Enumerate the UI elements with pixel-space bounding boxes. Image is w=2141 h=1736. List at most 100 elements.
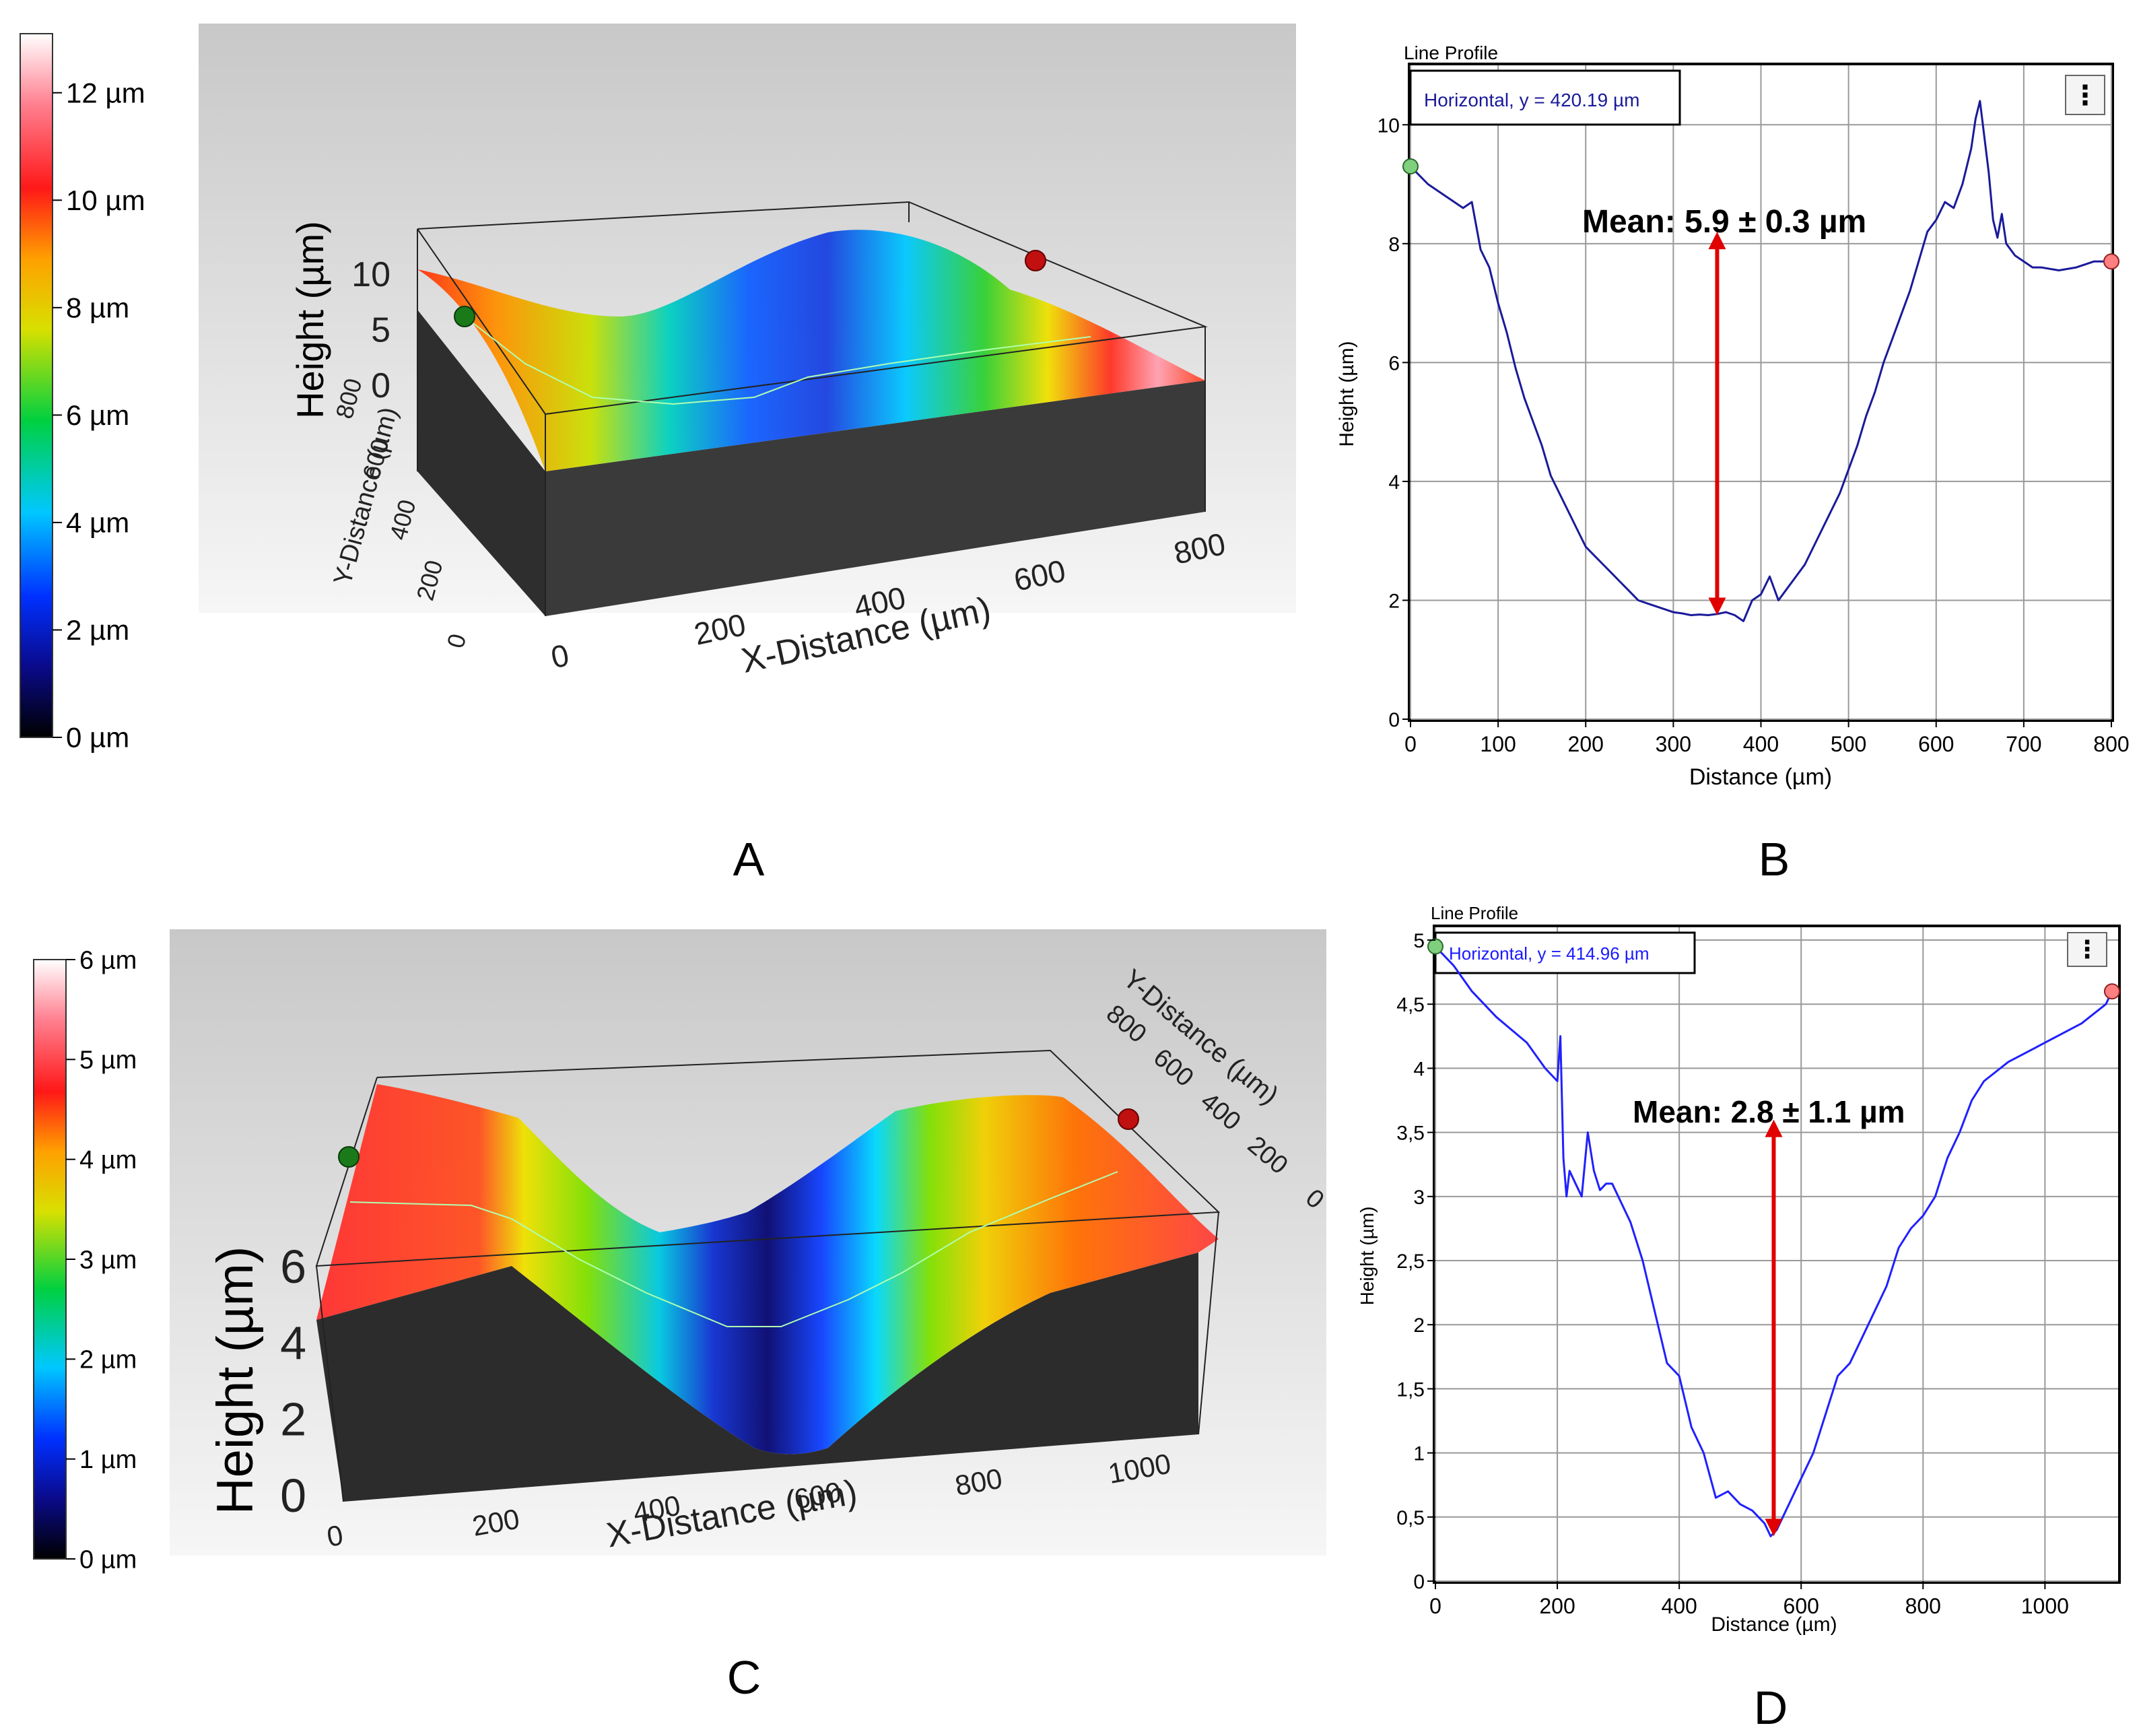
y-tick-label: 3 <box>1413 1187 1425 1209</box>
colorbar-tick-label: 0 µm <box>66 722 129 754</box>
axis-tick-label: 0 <box>371 366 390 405</box>
colorbar-a <box>20 33 53 738</box>
profile-series-line <box>1409 100 2111 622</box>
start-marker-a <box>454 306 475 327</box>
axis-tick-label: 0 <box>280 1469 306 1522</box>
y-tick-label: 6 <box>1388 352 1400 374</box>
end-marker-a <box>1025 250 1046 271</box>
y-tick-label: 4 <box>1388 471 1400 494</box>
surface-c-front-wall <box>316 1253 1198 1502</box>
colorbar-tick-label: 0 µm <box>79 1545 137 1574</box>
y-tick-label: 4 <box>1413 1058 1425 1080</box>
y-tick-label: 0,5 <box>1396 1507 1425 1529</box>
arrow-head-bottom <box>1708 597 1726 615</box>
mean-arrow-b <box>1708 232 1726 615</box>
colorbar-tick-label: 6 µm <box>79 946 137 974</box>
plot-frame-d <box>1433 925 2121 1584</box>
y-tick-label: 2 <box>1413 1314 1425 1337</box>
x-tick-label: 400 <box>1743 732 1779 756</box>
colorbar-tick-label: 8 µm <box>66 292 129 324</box>
panel-label-c: C <box>727 1651 761 1704</box>
colorbar-tick-label: 6 µm <box>66 399 129 431</box>
x-tick-label: 0 <box>1404 732 1417 756</box>
z-axis-label-c: Height (µm) <box>207 1246 264 1515</box>
x-tick-label: 100 <box>1480 732 1516 756</box>
y-tick-label: 2,5 <box>1396 1250 1425 1273</box>
arrow-head-top <box>1765 1119 1783 1137</box>
axis-tick-label: 0 <box>442 631 472 651</box>
series-b <box>1402 100 2119 622</box>
legend-text-b: Horizontal, y = 420.19 µm <box>1424 90 1639 110</box>
z-ticks-a: 0 5 10 <box>351 255 390 405</box>
grid-d <box>1435 927 2118 1582</box>
end-marker <box>2103 983 2120 1000</box>
x-tick-label: 500 <box>1831 732 1866 756</box>
x-tick-label: 300 <box>1656 732 1691 756</box>
panel-label-d: D <box>1754 1681 1788 1734</box>
profile-line-a <box>464 316 1091 405</box>
x-tick-label: 800 <box>2093 732 2129 756</box>
y-tick-label: 10 <box>1378 114 1400 137</box>
menu-icon-b: ⋮ <box>2072 81 2099 110</box>
colorbar-tick-label: 4 µm <box>66 507 129 539</box>
y-tick-label: 1 <box>1413 1443 1425 1465</box>
x-axis-label-b: Distance (µm) <box>1689 764 1832 790</box>
y-tick-label: 2 <box>1388 590 1400 612</box>
x-tick-label: 700 <box>2006 732 2041 756</box>
bounding-box-c <box>315 1049 1221 1502</box>
x-tick-label: 200 <box>1568 732 1604 756</box>
series-d <box>1427 938 2120 1537</box>
mean-annotation-d: Mean: 2.8 ± 1.1 µm <box>1633 1094 1905 1129</box>
x-tick-label: 400 <box>1661 1594 1697 1618</box>
axis-tick-label: 2 <box>280 1393 306 1446</box>
colorbar-tick-label: 10 µm <box>66 185 145 216</box>
surface-a-side-wall <box>545 380 1205 616</box>
colorbar-tick-label: 12 µm <box>66 77 145 108</box>
bounding-box-a <box>417 201 1208 616</box>
end-marker-c <box>1118 1108 1139 1130</box>
axis-ticks-d: 0 200 400 600 800 1000 0 0,5 1 1,5 2 2,5 3 3,5 4 4,5 5 <box>1396 930 2069 1618</box>
legend-text-d: Horizontal, y = 414.96 µm <box>1449 943 1650 964</box>
arrow-head-bottom <box>1765 1518 1783 1537</box>
y-tick-label: 0 <box>1388 709 1400 731</box>
surface-a-front-wall <box>417 310 545 616</box>
menu-button-d[interactable] <box>2067 932 2107 967</box>
axis-ticks-b: 0 100 200 300 400 500 600 700 800 0 2 4 6 8 10 <box>1378 114 2130 756</box>
colorbar-tick-label: 3 µm <box>79 1246 137 1274</box>
z-axis-label-a: Height (µm) <box>289 221 331 419</box>
y-tick-label: 8 <box>1388 234 1400 256</box>
y-tick-label: 0 <box>1413 1571 1425 1593</box>
panel-a: 0 µm 2 µm 4 µm 6 µm 8 µm 10 µm 12 µm Height (µ… <box>20 24 1296 886</box>
y-tick-label: 3,5 <box>1396 1123 1425 1145</box>
start-marker <box>1402 158 1419 175</box>
y-axis-label-d: Height (µm) <box>1357 1207 1378 1306</box>
mean-annotation-b: Mean: 5.9 ± 0.3 µm <box>1582 204 1866 240</box>
menu-button-b[interactable] <box>2065 75 2105 115</box>
line-profile-title-b: Line Profile <box>1404 42 1498 63</box>
panel-d: Line Profile Horizontal, y = 414.96 µm ⋮… <box>1357 903 2121 1734</box>
y-axis-label-b: Height (µm) <box>1336 341 1358 446</box>
panel-label-a: A <box>733 833 765 886</box>
axis-tick-label: 4 <box>280 1316 306 1369</box>
line-profile-title-d: Line Profile <box>1431 903 1518 923</box>
start-marker-c <box>338 1146 360 1168</box>
colorbar-tick-label: 2 µm <box>79 1346 137 1374</box>
x-tick-label: 200 <box>1539 1594 1575 1618</box>
end-marker <box>2103 253 2119 270</box>
axis-tick-label: 0 <box>548 637 572 675</box>
surface-a-top <box>417 230 1205 471</box>
profile-series-line <box>1434 945 2113 1537</box>
x-tick-label: 0 <box>1429 1594 1441 1618</box>
x-axis-label-d: Distance (µm) <box>1711 1613 1837 1636</box>
x-tick-label: 600 <box>1783 1594 1819 1618</box>
x-tick-label: 600 <box>1918 732 1954 756</box>
panel-label-b: B <box>1759 833 1790 886</box>
colorbar-c <box>33 959 67 1560</box>
colorbar-a-ticks: 0 µm 2 µm 4 µm 6 µm 8 µm 10 µm 12 µm <box>53 77 145 754</box>
mean-arrow-d <box>1765 1119 1783 1537</box>
colorbar-tick-label: 1 µm <box>79 1446 137 1474</box>
start-marker <box>1427 938 1443 955</box>
axis-tick-label: 5 <box>371 311 390 350</box>
menu-icon-d: ⋮ <box>2075 935 2099 963</box>
